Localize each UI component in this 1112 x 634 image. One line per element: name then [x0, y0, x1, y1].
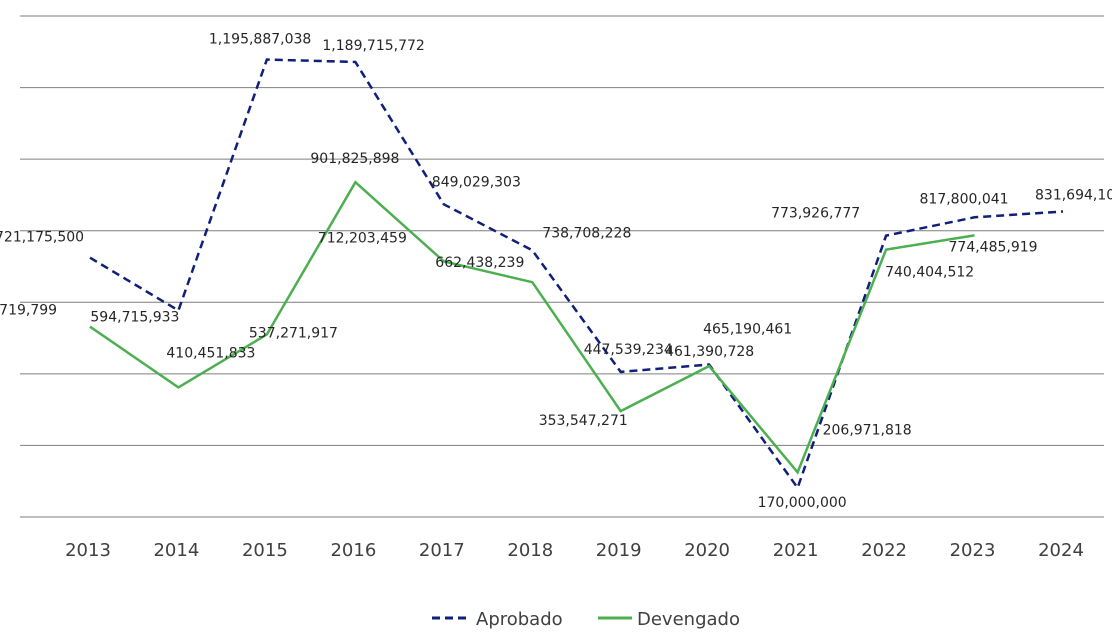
x-tick-label: 2013 — [65, 540, 111, 561]
legend: Aprobado Devengado — [432, 609, 740, 630]
data-label-devengado-2017: 712,203,459 — [318, 230, 407, 246]
data-label-aprobado-2014: 594,715,933 — [90, 310, 179, 326]
data-label-devengado-2023: 774,485,919 — [949, 239, 1038, 255]
series-lines — [89, 58, 1064, 491]
x-tick-label: 2022 — [861, 540, 907, 561]
data-label-aprobado-2021: 170,000,000 — [758, 495, 847, 511]
x-tick-label: 2014 — [153, 540, 199, 561]
x-axis-ticks: 2013 2014 2015 2016 2017 2018 2019 2020 2021 2022… — [65, 540, 1084, 561]
x-tick-label: 2017 — [419, 540, 465, 561]
data-label-aprobado-2015: 1,195,887,038 — [209, 32, 311, 48]
data-label-aprobado-2023: 817,800,041 — [920, 191, 1009, 207]
series-line-aprobado — [89, 58, 1064, 491]
x-tick-label: 2018 — [507, 540, 553, 561]
data-label-devengado-2019: 353,547,271 — [539, 413, 628, 429]
data-label-devengado-2018: 662,438,239 — [435, 255, 524, 271]
x-tick-label: 2016 — [330, 540, 376, 561]
data-label-aprobado-2024: 831,694,101 — [1035, 188, 1112, 204]
x-tick-label: 2024 — [1038, 540, 1084, 561]
data-label-aprobado-2013: 721,175,500 — [0, 230, 84, 246]
x-tick-label: 2019 — [596, 540, 642, 561]
series-line-devengado — [89, 180, 975, 475]
data-label-devengado-2014: 410,451,833 — [166, 345, 255, 361]
data-label-devengado-2022: 740,404,512 — [885, 265, 974, 281]
data-label-aprobado-2022: 773,926,777 — [771, 206, 860, 222]
data-label-devengado-2021: 206,971,818 — [823, 422, 912, 438]
x-tick-label: 2021 — [773, 540, 819, 561]
data-label-devengado-2020: 461,390,728 — [665, 344, 754, 360]
data-label-devengado-2013: 555,719,799 — [0, 303, 57, 319]
legend-label-aprobado: Aprobado — [476, 609, 563, 630]
data-labels: 721,175,500 594,715,933 1,195,887,038 1,189… — [0, 32, 1112, 511]
x-tick-label: 2020 — [684, 540, 730, 561]
data-label-aprobado-2019: 447,539,234 — [584, 342, 673, 358]
data-label-aprobado-2017: 849,029,303 — [432, 174, 521, 190]
x-tick-label: 2023 — [950, 540, 996, 561]
data-label-aprobado-2020: 465,190,461 — [703, 322, 792, 338]
data-label-aprobado-2016: 1,189,715,772 — [322, 38, 424, 54]
x-tick-label: 2015 — [242, 540, 288, 561]
data-label-devengado-2015: 537,271,917 — [249, 325, 338, 341]
data-label-aprobado-2018: 738,708,228 — [542, 225, 631, 241]
data-label-devengado-2016: 901,825,898 — [310, 151, 399, 167]
legend-label-devengado: Devengado — [637, 609, 740, 630]
